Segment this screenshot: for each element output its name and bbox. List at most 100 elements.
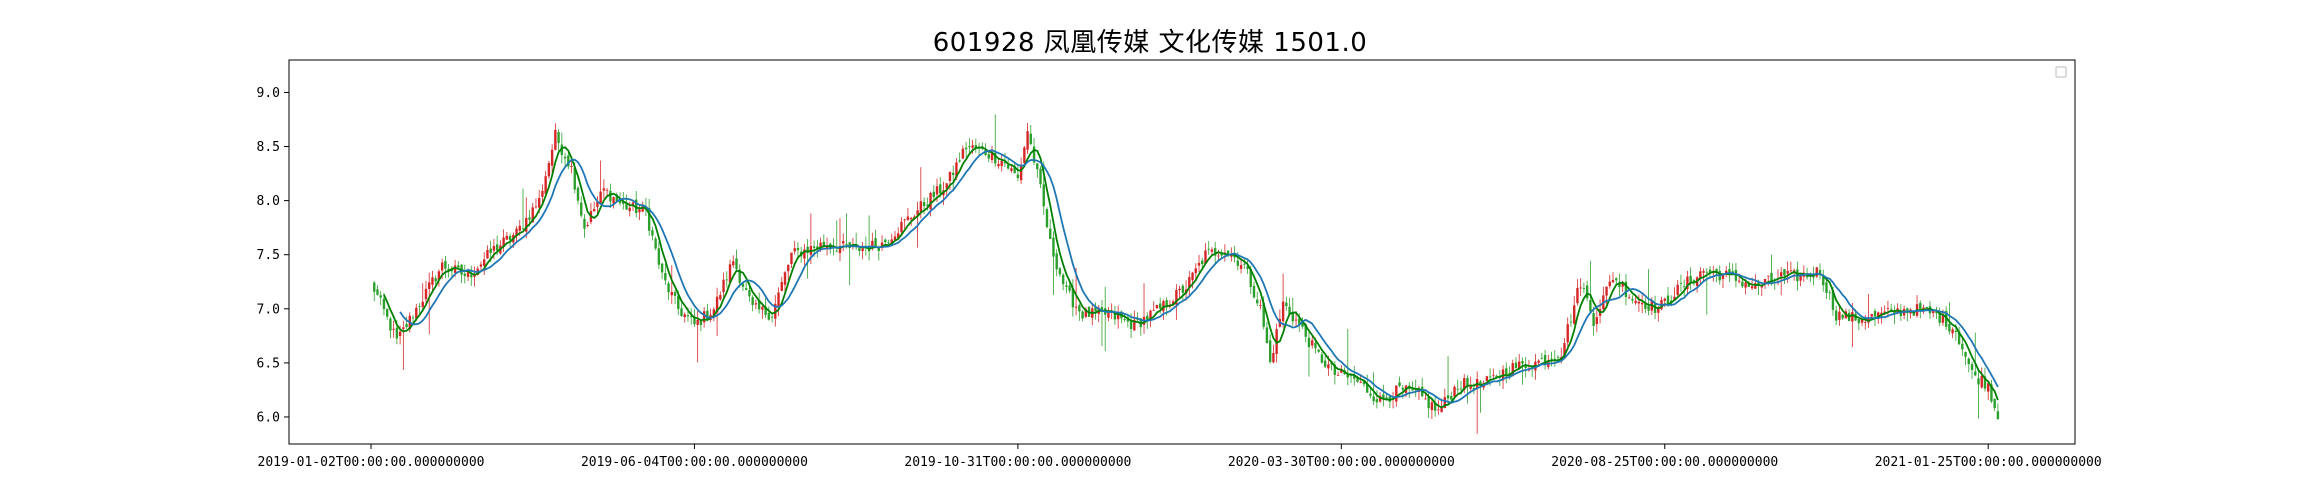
candle-body bbox=[690, 316, 693, 318]
candle-body bbox=[822, 241, 826, 246]
candle-body bbox=[748, 290, 751, 297]
candle-body bbox=[1045, 209, 1049, 228]
candle-body bbox=[428, 282, 431, 289]
candle-body bbox=[1197, 262, 1201, 266]
candle-body bbox=[732, 261, 735, 266]
candle-body bbox=[402, 327, 405, 329]
candle-body bbox=[1365, 384, 1369, 393]
candle-body bbox=[1291, 312, 1295, 322]
candle-body bbox=[751, 297, 754, 305]
candle-body bbox=[1983, 376, 1987, 389]
candle-body bbox=[1589, 300, 1592, 312]
candle-body bbox=[1779, 272, 1783, 277]
candle-body bbox=[495, 244, 499, 251]
candle-body bbox=[738, 269, 741, 283]
candle-body bbox=[1737, 280, 1741, 282]
candle-body bbox=[544, 176, 547, 194]
candle-body bbox=[1906, 308, 1909, 313]
candle-body bbox=[1715, 268, 1718, 274]
candle-body bbox=[1634, 300, 1637, 304]
candle-body bbox=[596, 201, 599, 208]
candle-body bbox=[657, 248, 661, 265]
candle-body bbox=[421, 301, 424, 307]
candle-body bbox=[680, 308, 683, 317]
candle-body bbox=[916, 210, 919, 216]
y-axis: 6.0 6.5 7.0 7.5 8.0 8.5 9.0 bbox=[257, 86, 289, 425]
candle-body bbox=[1259, 305, 1262, 306]
candle-body bbox=[457, 265, 460, 268]
candle-body bbox=[1961, 343, 1964, 350]
candle-body bbox=[1003, 162, 1007, 164]
candle-body bbox=[1188, 277, 1191, 288]
x-tick-label: 2020-08-25T00:00:00.000000000 bbox=[1551, 455, 1778, 470]
candle-body bbox=[615, 194, 619, 202]
candle-body bbox=[647, 207, 651, 231]
candle-body bbox=[1618, 282, 1621, 288]
candle-body bbox=[987, 154, 990, 159]
candle-body bbox=[1689, 275, 1692, 283]
candle-body bbox=[1213, 248, 1217, 256]
plot-frame bbox=[288, 59, 2076, 445]
candle-body bbox=[1356, 378, 1359, 382]
candle-body bbox=[1281, 301, 1285, 322]
candle-body bbox=[1948, 323, 1951, 332]
candle-body bbox=[1530, 365, 1534, 369]
candle-body bbox=[1081, 311, 1084, 319]
candle-body bbox=[1974, 371, 1977, 376]
candle-body bbox=[1831, 290, 1835, 310]
candle-body bbox=[1627, 297, 1631, 299]
candle-body bbox=[796, 247, 800, 251]
candle-body bbox=[1100, 307, 1104, 311]
candle-body bbox=[1505, 368, 1508, 377]
candle-body bbox=[1741, 281, 1744, 287]
candle-body bbox=[900, 221, 903, 233]
candle-body bbox=[806, 246, 809, 254]
y-tick-label: 7.0 bbox=[257, 302, 280, 317]
candle-body bbox=[1783, 269, 1786, 276]
candle-body bbox=[1411, 389, 1414, 391]
candle-body bbox=[1129, 320, 1133, 330]
candle-body bbox=[890, 239, 893, 245]
candle-body bbox=[1207, 248, 1210, 250]
candle-body bbox=[783, 272, 787, 285]
candle-body bbox=[706, 310, 709, 320]
candle-body bbox=[1957, 331, 1961, 345]
candle-body bbox=[770, 316, 774, 318]
candle-body bbox=[1670, 300, 1673, 303]
candle-body bbox=[1019, 164, 1023, 181]
candle-body bbox=[712, 309, 716, 318]
candle-body bbox=[816, 246, 819, 249]
candle-body bbox=[1226, 250, 1230, 255]
candle-body bbox=[631, 202, 635, 205]
candle-body bbox=[622, 201, 625, 204]
candle-body bbox=[1708, 269, 1712, 273]
candle-body bbox=[1395, 385, 1398, 402]
candle-body bbox=[670, 292, 673, 296]
candle-body bbox=[1427, 397, 1430, 409]
candle-body bbox=[1592, 313, 1595, 326]
candle-body bbox=[1304, 324, 1307, 337]
candle-body bbox=[939, 184, 942, 194]
candle-body bbox=[1540, 357, 1544, 359]
candle-body bbox=[1398, 382, 1401, 386]
candle-body bbox=[440, 262, 444, 271]
candle-body bbox=[1585, 285, 1589, 299]
candle-body bbox=[466, 272, 470, 277]
candle-body bbox=[1256, 299, 1259, 304]
candle-body bbox=[1385, 397, 1388, 400]
candle-body bbox=[373, 282, 376, 292]
candle-body bbox=[1786, 270, 1789, 274]
candle-body bbox=[861, 248, 864, 252]
candle-body bbox=[932, 191, 935, 198]
candle-body bbox=[1246, 266, 1249, 269]
candle-body bbox=[660, 263, 664, 273]
candle-body bbox=[1330, 362, 1333, 365]
candle-body bbox=[1311, 340, 1314, 346]
candle-body bbox=[1285, 302, 1288, 307]
candle-body bbox=[599, 191, 602, 204]
candle-body bbox=[1446, 395, 1450, 399]
candle-body bbox=[1744, 282, 1747, 288]
candle-body bbox=[385, 308, 389, 317]
candle-body bbox=[744, 288, 748, 290]
candle-body bbox=[1576, 288, 1579, 304]
